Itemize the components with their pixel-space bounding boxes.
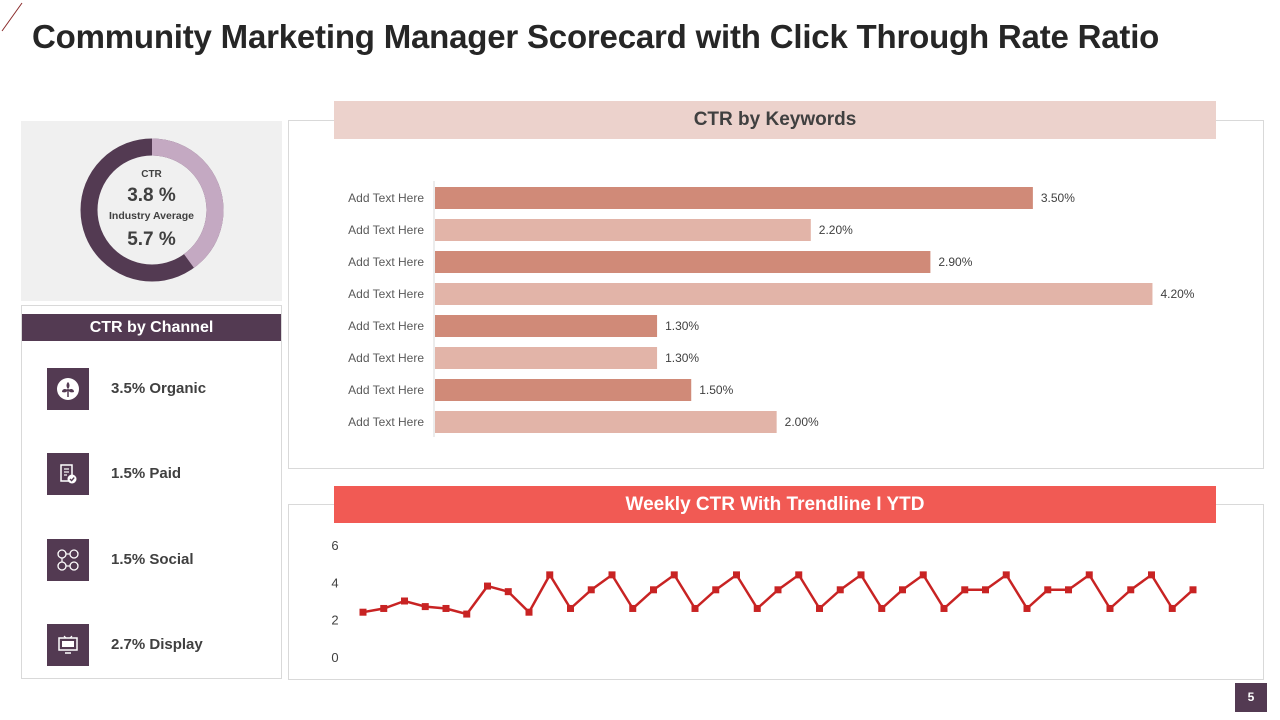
- display-screen-icon: [47, 624, 89, 666]
- weekly-ctr-point: [525, 608, 533, 616]
- keyword-category-label: Add Text Here: [348, 223, 424, 237]
- channel-label-organic: 3.5% Organic: [111, 380, 207, 397]
- weekly-ctr-point: [982, 586, 989, 594]
- keyword-value-label: 1.30%: [665, 351, 699, 365]
- ctr-by-channel-header: CTR by Channel: [22, 314, 281, 341]
- people-network-icon: [47, 539, 89, 581]
- weekly-ctr-point: [401, 597, 408, 605]
- keyword-bar: [435, 187, 1033, 209]
- industry-average-label: Industry Average: [109, 210, 194, 222]
- page-title: Community Marketing Manager Scorecard wi…: [32, 18, 1160, 55]
- weekly-ctr-header: Weekly CTR With Trendline I YTD: [334, 486, 1216, 523]
- channel-label-display: 2.7% Display: [111, 636, 203, 653]
- weekly-ctr-point: [795, 571, 803, 579]
- keyword-bar: [435, 219, 811, 241]
- ctr-by-keywords-chart: Add Text Here 3.50% Add Text Here 2.20% Add …: [348, 181, 1195, 437]
- weekly-ctr-point: [816, 604, 823, 612]
- weekly-y-tick-label: 2: [331, 613, 338, 628]
- weekly-ctr-point: [380, 604, 388, 612]
- weekly-ctr-point: [650, 586, 657, 594]
- weekly-ctr-point: [587, 586, 595, 594]
- page-number: 5: [1235, 683, 1267, 712]
- weekly-ctr-point: [940, 604, 948, 612]
- ctr-by-channel-panel: CTR by Channel 3.5% Organic 1.5% P: [21, 305, 282, 679]
- corner-accent-line: [1, 2, 23, 32]
- document-check-icon: [47, 453, 89, 495]
- weekly-ctr-point: [1106, 604, 1114, 612]
- weekly-y-tick-label: 4: [331, 575, 338, 590]
- weekly-ctr-point: [878, 604, 886, 612]
- keyword-category-label: Add Text Here: [348, 415, 424, 429]
- channel-item-display: 2.7% Display: [47, 624, 277, 666]
- weekly-ctr-point: [836, 586, 844, 594]
- weekly-ctr-point: [1002, 571, 1010, 579]
- channel-label-paid: 1.5% Paid: [111, 465, 182, 482]
- weekly-ctr-point: [753, 604, 761, 612]
- weekly-ctr-point: [774, 586, 782, 594]
- weekly-ctr-point: [1044, 586, 1052, 594]
- weekly-ctr-point: [1023, 604, 1031, 612]
- keyword-category-label: Add Text Here: [348, 287, 424, 301]
- weekly-ctr-point: [608, 571, 616, 579]
- weekly-ctr-point: [857, 571, 865, 579]
- keyword-value-label: 2.20%: [819, 223, 853, 237]
- keyword-category-label: Add Text Here: [348, 191, 424, 205]
- keyword-bar: [435, 411, 777, 433]
- channel-item-paid: 1.5% Paid: [47, 453, 277, 495]
- keyword-value-label: 2.00%: [785, 415, 819, 429]
- keyword-category-label: Add Text Here: [348, 351, 424, 365]
- keyword-value-label: 2.90%: [938, 255, 972, 269]
- keyword-category-label: Add Text Here: [348, 255, 424, 269]
- weekly-ctr-point: [919, 571, 927, 579]
- weekly-ctr-point: [463, 610, 471, 618]
- weekly-ctr-point: [691, 604, 699, 612]
- keyword-value-label: 1.50%: [699, 383, 733, 397]
- keyword-category-label: Add Text Here: [348, 383, 424, 397]
- keyword-bar: [435, 347, 658, 369]
- weekly-ctr-point: [712, 586, 720, 594]
- weekly-y-tick-label: 6: [331, 538, 338, 553]
- weekly-ctr-point: [504, 588, 512, 596]
- weekly-ctr-point: [1127, 586, 1135, 594]
- weekly-y-tick-label: 0: [331, 650, 338, 665]
- leaf-icon: [47, 368, 89, 410]
- weekly-ctr-chart: 0 2 4 6: [331, 538, 1197, 665]
- weekly-ctr-point: [899, 586, 906, 594]
- ctr-value: 3.8 %: [127, 185, 176, 206]
- keyword-value-label: 1.30%: [665, 319, 699, 333]
- ctr-by-keywords-header: CTR by Keywords: [334, 101, 1216, 139]
- weekly-ctr-point: [733, 571, 740, 579]
- keyword-value-label: 4.20%: [1160, 287, 1194, 301]
- ctr-label: CTR: [141, 169, 162, 180]
- weekly-ctr-point: [421, 603, 429, 611]
- keyword-category-label: Add Text Here: [348, 319, 424, 333]
- channel-item-organic: 3.5% Organic: [47, 368, 277, 410]
- channel-item-social: 1.5% Social: [47, 539, 277, 581]
- weekly-ctr-point: [484, 582, 491, 590]
- weekly-ctr-point: [670, 571, 678, 579]
- weekly-ctr-point: [1065, 586, 1072, 594]
- weekly-ctr-point: [1189, 586, 1197, 594]
- keyword-bar: [435, 283, 1153, 305]
- weekly-ctr-point: [629, 604, 637, 612]
- donut-ctr-segment: [80, 138, 224, 282]
- keyword-bar: [435, 251, 931, 273]
- keyword-bar: [435, 315, 658, 337]
- weekly-ctr-point: [359, 608, 367, 616]
- ctr-donut-chart: [80, 138, 224, 282]
- channel-label-social: 1.5% Social: [111, 551, 194, 568]
- weekly-ctr-point: [1148, 571, 1155, 579]
- weekly-ctr-point: [1085, 571, 1093, 579]
- weekly-ctr-point: [961, 586, 969, 594]
- weekly-ctr-point: [546, 571, 554, 579]
- ctr-donut-panel: CTR 3.8 % Industry Average 5.7 %: [21, 121, 282, 301]
- keyword-value-label: 3.50%: [1041, 191, 1075, 205]
- industry-average-value: 5.7 %: [127, 229, 176, 250]
- weekly-ctr-point: [1168, 604, 1176, 612]
- weekly-ctr-line: [362, 572, 1194, 616]
- weekly-ctr-point: [567, 604, 574, 612]
- weekly-ctr-point: [442, 604, 450, 612]
- keyword-bar: [435, 379, 692, 401]
